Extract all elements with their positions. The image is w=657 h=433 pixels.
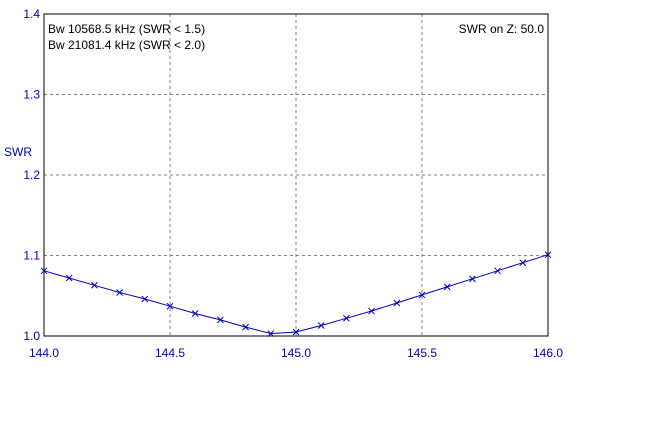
plot-frame: [43, 13, 549, 337]
data-point-marker: [292, 328, 300, 336]
data-point-marker: [544, 251, 552, 259]
y-tick-label: 1.4: [23, 7, 40, 21]
y-tick-label: 1.2: [23, 168, 40, 182]
bandwidth-note-1: Bw 10568.5 kHz (SWR < 1.5): [48, 22, 205, 36]
x-tick-label: 145.5: [407, 346, 437, 360]
x-tick-label: 146.0: [533, 346, 563, 360]
data-point-marker: [242, 323, 249, 331]
data-point-marker: [267, 330, 275, 337]
y-tick-label: 1.1: [23, 249, 40, 263]
data-point-marker: [40, 267, 48, 275]
data-point-marker: [469, 275, 476, 283]
grid-lines: [44, 14, 548, 336]
y-tick-label: 1.0: [23, 329, 40, 343]
data-point-marker: [443, 283, 451, 291]
data-point-marker: [141, 295, 149, 303]
data-point-marker: [166, 302, 174, 310]
data-point-marker: [91, 281, 98, 289]
data-point-marker: [519, 259, 527, 267]
data-point-marker: [494, 267, 501, 275]
y-tick-label: 1.3: [23, 88, 40, 102]
data-point-marker: [116, 289, 123, 296]
data-point-marker: [217, 316, 224, 324]
swr-impedance-note: SWR on Z: 50.0: [459, 22, 545, 36]
data-point-marker: [393, 299, 401, 307]
x-tick-label: 144.5: [155, 346, 185, 360]
x-tick-label: 144.0: [29, 346, 59, 360]
data-point-marker: [368, 307, 375, 315]
x-tick-label: 145.0: [281, 346, 311, 360]
swr-series: [40, 251, 552, 337]
data-point-marker: [317, 322, 325, 329]
data-point-marker: [343, 314, 350, 322]
data-point-marker: [191, 310, 199, 317]
data-point-marker: [418, 291, 426, 299]
data-point-marker: [65, 274, 73, 282]
y-axis-label: SWR: [4, 145, 32, 159]
x-tick-labels: 144.0 144.5 145.0 145.5 146.0: [29, 346, 563, 360]
y-tick-labels: 1.0 1.1 1.2 1.3 1.4: [23, 7, 40, 343]
bandwidth-note-2: Bw 21081.4 kHz (SWR < 2.0): [48, 38, 205, 52]
